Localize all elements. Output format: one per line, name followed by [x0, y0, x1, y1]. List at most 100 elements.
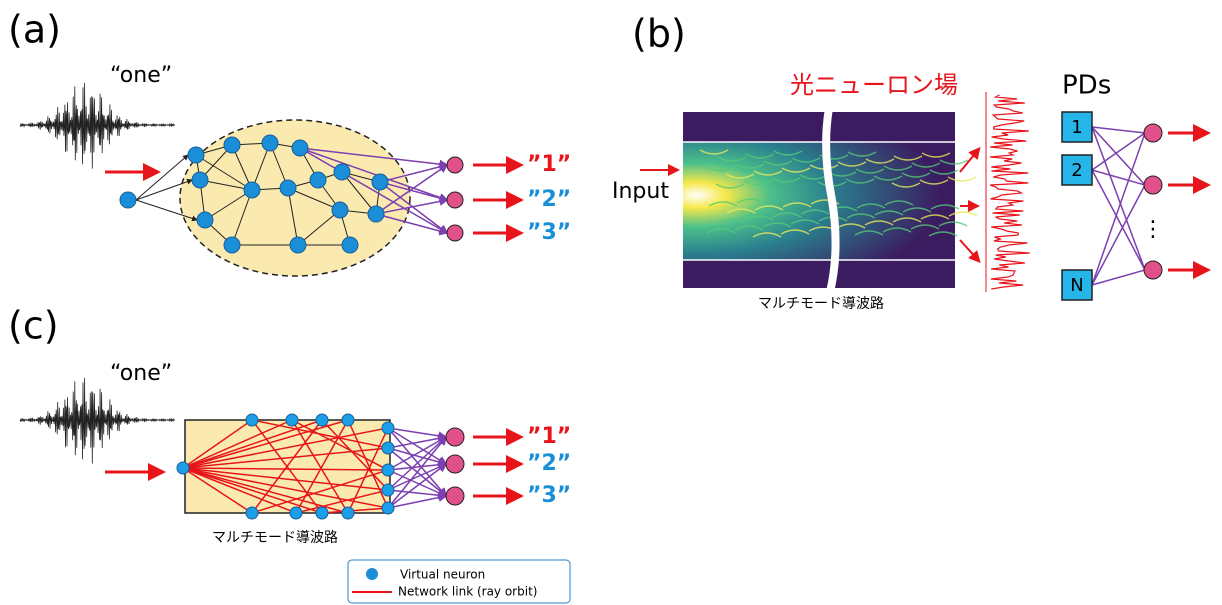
- speckle-streak: [744, 215, 774, 221]
- speckle-streak: [847, 151, 877, 157]
- neuron: [381, 463, 395, 477]
- speckle-streak: [725, 173, 755, 179]
- speckle-streak: [800, 209, 830, 215]
- link: [387, 427, 448, 441]
- legend-item: Virtual neuron: [400, 568, 485, 582]
- neuron: [367, 205, 385, 223]
- link: [251, 419, 323, 514]
- speckle-streak: [948, 211, 978, 217]
- speckle-streak: [763, 160, 793, 166]
- link: [299, 147, 449, 234]
- speckle-streak: [772, 212, 802, 218]
- speckle-streak: [736, 198, 766, 204]
- link: [379, 181, 449, 203]
- speckle-streak: [754, 205, 784, 211]
- link: [135, 178, 193, 201]
- link: [199, 179, 253, 191]
- link: [204, 189, 253, 221]
- detectors-title: PDs: [1062, 71, 1111, 101]
- neuron: [223, 136, 241, 154]
- neuron: [333, 163, 351, 181]
- link: [387, 433, 448, 449]
- speckle-streak: [892, 217, 922, 223]
- link: [182, 419, 293, 469]
- speckle-streak: [773, 150, 803, 156]
- speckle-streak: [781, 167, 811, 173]
- link: [182, 447, 389, 469]
- legend-box: [347, 559, 571, 604]
- detector-network: 1 2 N ⋮: [1061, 111, 1211, 301]
- speckle-streak: [791, 157, 821, 163]
- link: [1091, 184, 1146, 286]
- speckle-streak: [715, 183, 745, 189]
- link: [321, 419, 389, 491]
- link: [347, 427, 389, 514]
- speckle-streak: [873, 175, 903, 181]
- photodetector: [1061, 154, 1093, 186]
- neuron: [445, 427, 465, 447]
- panel-label: (a): [8, 8, 61, 52]
- legend: Virtual neuron Network link (ray orbit): [347, 559, 571, 604]
- speckle-streak: [911, 162, 941, 168]
- link: [379, 162, 449, 183]
- speckle-streak: [856, 203, 886, 209]
- speckle-streak: [819, 154, 849, 160]
- link: [1091, 126, 1146, 134]
- neuron: [279, 179, 297, 197]
- neuron: [315, 413, 329, 427]
- detector-label: N: [1070, 275, 1083, 296]
- panel-label: (c): [8, 304, 59, 348]
- speckle-streak: [884, 200, 914, 206]
- output-label: ”3”: [527, 483, 571, 508]
- speckle-streak: [939, 159, 969, 165]
- speckle-streak: [717, 156, 747, 162]
- link: [375, 164, 449, 215]
- neuron: [445, 486, 465, 506]
- neuron: [381, 501, 395, 515]
- speckle-streak: [743, 180, 773, 186]
- input-label: Input: [612, 179, 669, 204]
- neuron: [187, 146, 205, 164]
- output-label: ”1”: [527, 424, 571, 449]
- speckle-streak: [782, 202, 812, 208]
- neuron: [191, 171, 209, 189]
- link: [387, 447, 448, 467]
- speckle-streak: [771, 177, 801, 183]
- speckle-streak: [920, 214, 950, 220]
- neuron: [381, 441, 395, 455]
- neuron: [1143, 260, 1163, 280]
- link: [387, 462, 448, 491]
- neuron: [285, 413, 299, 427]
- link: [379, 181, 449, 234]
- neuron: [341, 506, 355, 520]
- link: [1091, 132, 1146, 286]
- speckle-streak: [865, 158, 895, 164]
- speckle-streak: [762, 222, 792, 228]
- speckle-streak: [893, 155, 923, 161]
- panel-label: (b): [632, 12, 686, 56]
- waveform: [19, 377, 176, 464]
- link: [287, 187, 299, 246]
- photodetector: [1061, 111, 1093, 143]
- neuron: [331, 201, 349, 219]
- detector-label: 1: [1071, 117, 1082, 138]
- link: [182, 467, 253, 514]
- neuron: [291, 139, 309, 157]
- speckle-streak: [928, 231, 958, 237]
- ellipsis: ⋮: [1142, 217, 1164, 242]
- link: [195, 154, 253, 191]
- link: [295, 489, 389, 514]
- speckle-streak: [921, 152, 951, 158]
- link: [1091, 269, 1146, 286]
- output-label: ”2”: [527, 451, 571, 476]
- panel-a: (a) “one” ”1” ”2” ”3”: [8, 8, 571, 277]
- speckle-streak: [726, 208, 756, 214]
- link: [387, 436, 448, 471]
- link: [387, 469, 448, 498]
- neuron: [309, 171, 327, 189]
- link: [387, 435, 448, 491]
- break: [822, 107, 840, 293]
- speckle-streak: [855, 168, 885, 174]
- neuron: [1143, 123, 1163, 143]
